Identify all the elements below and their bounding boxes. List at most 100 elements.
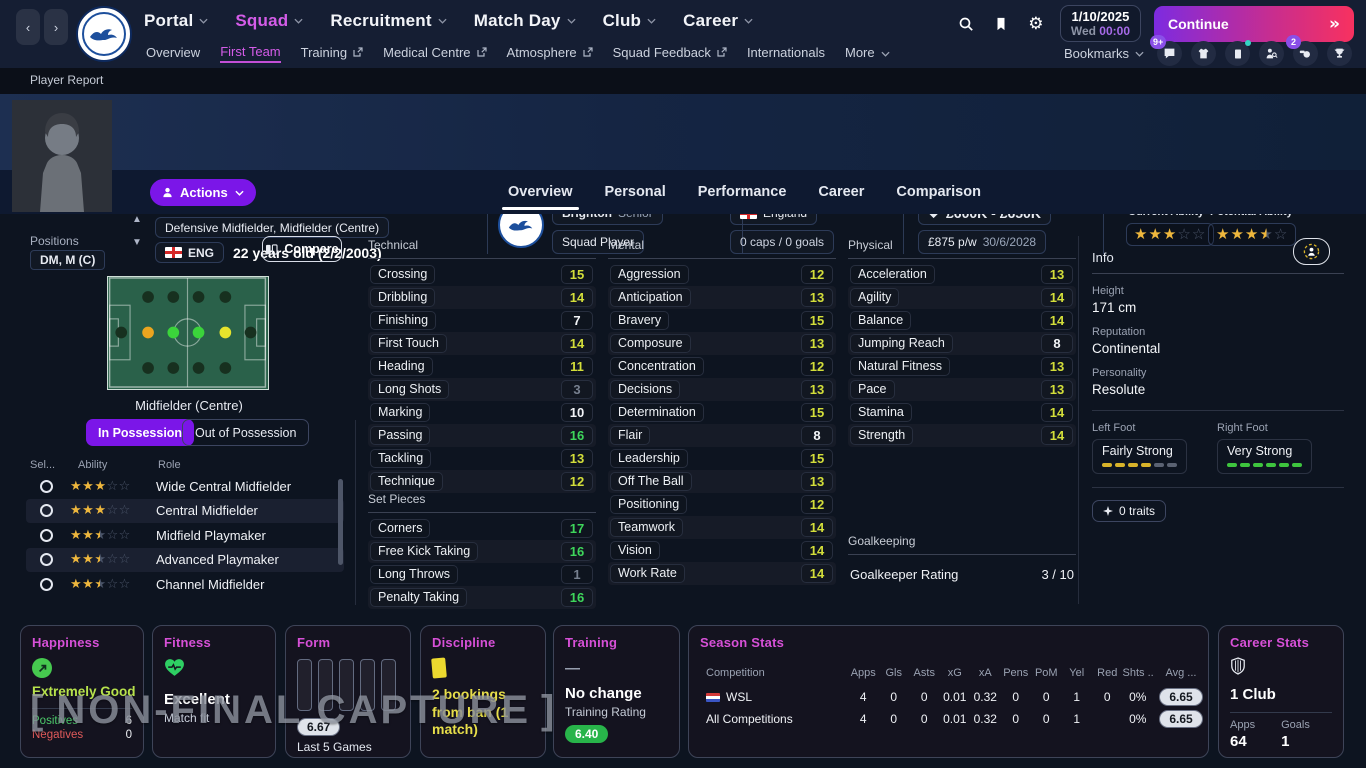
mental-title: Mental xyxy=(608,238,836,259)
fitness-card[interactable]: Fitness Excellent Match fit xyxy=(152,625,276,758)
attribute-name: Marking xyxy=(370,403,431,422)
subnav-item-atmosphere[interactable]: Atmosphere xyxy=(507,45,593,62)
subnav-item-overview[interactable]: Overview xyxy=(146,44,201,60)
season-table-header: Competition Apps Gls Asts xG xA Pens PoM Yel Red S… xyxy=(700,660,1197,686)
whistle-icon[interactable]: 2 xyxy=(1286,35,1318,66)
history-forward-button[interactable]: › xyxy=(44,9,68,45)
season-stats-card[interactable]: Season Stats Competition Apps Gls Asts xG xA P… xyxy=(688,625,1209,758)
discipline-card[interactable]: Discipline 2 bookings from ban (1 match) xyxy=(420,625,546,758)
tab-comparison[interactable]: Comparison xyxy=(896,184,981,200)
toggle-out-of-possession[interactable]: Out of Possession xyxy=(182,419,310,446)
nationality-chip: ENG xyxy=(155,242,225,263)
actions-button[interactable]: Actions xyxy=(150,179,256,206)
traits-button[interactable]: 0 traits xyxy=(1092,499,1167,522)
attribute-value: 12 xyxy=(801,265,833,284)
nav-item-recruitment[interactable]: Recruitment xyxy=(330,11,447,31)
tab-career[interactable]: Career xyxy=(818,184,865,200)
attribute-row: Work Rate 14 xyxy=(608,562,836,585)
nav-item-portal[interactable]: Portal xyxy=(144,11,208,31)
trophy-icon[interactable] xyxy=(1327,41,1352,66)
chevron-up-icon[interactable]: ▲ xyxy=(132,213,142,225)
training-card[interactable]: Training — No change Training Rating 6.4… xyxy=(553,625,680,758)
attribute-name: Crossing xyxy=(370,265,436,284)
toggle-in-possession[interactable]: In Possession xyxy=(86,419,195,446)
attribute-name: Agility xyxy=(850,288,900,307)
game-date[interactable]: 1/10/2025 Wed 00:00 xyxy=(1059,5,1141,42)
stat-value: 0 xyxy=(890,690,898,704)
role-row[interactable]: ★★★☆☆ Wide Central Midfielder xyxy=(26,474,344,499)
role-radio[interactable] xyxy=(40,528,53,542)
info-panel: Info Height 171 cm Reputation Continental … xyxy=(1092,238,1344,522)
attribute-value: 12 xyxy=(801,495,833,514)
form-card[interactable]: Form 6.67 Last 5 Games xyxy=(285,625,411,758)
happiness-card[interactable]: Happiness Extremely Good Positives 6 Nega… xyxy=(20,625,144,758)
attribute-name: Flair xyxy=(610,426,651,445)
season-col-competition: Competition xyxy=(706,667,765,679)
compare-button[interactable]: Compare xyxy=(262,236,342,262)
player-header: ▲ ▼ Maisie Symonds Defensive Midfielder,… xyxy=(0,94,1366,263)
tab-performance[interactable]: Performance xyxy=(697,184,787,200)
goalkeeper-rating-value: 3 / 10 xyxy=(1041,567,1074,582)
bookmark-icon[interactable] xyxy=(990,13,1012,35)
attribute-name: Technique xyxy=(370,472,443,491)
subnav-item-internationals[interactable]: Internationals xyxy=(746,44,825,60)
attribute-row: Composure 13 xyxy=(608,332,836,355)
attribute-name: Bravery xyxy=(610,311,670,330)
attribute-row: Long Shots 3 xyxy=(368,378,596,401)
shirt-icon[interactable] xyxy=(1191,41,1216,66)
role-row[interactable]: ★★★☆☆ Central Midfielder xyxy=(26,498,344,523)
subnav-item-training[interactable]: Training xyxy=(301,45,363,62)
attribute-value: 16 xyxy=(561,426,593,445)
search-icon[interactable] xyxy=(955,13,977,35)
attribute-value: 15 xyxy=(561,265,593,284)
attribute-row: Technique 12 xyxy=(368,470,596,493)
attribute-value: 14 xyxy=(801,518,833,537)
attribute-row: Jumping Reach 8 xyxy=(848,332,1076,355)
bookmarks-dropdown[interactable]: Bookmarks xyxy=(1064,46,1144,61)
role-radio[interactable] xyxy=(40,553,53,567)
continue-button[interactable]: Continue » xyxy=(1154,5,1354,42)
role-radio[interactable] xyxy=(40,479,53,493)
inbox-icon[interactable]: 9+ xyxy=(1150,35,1182,66)
scout-icon[interactable] xyxy=(1259,41,1284,66)
attribute-value: 17 xyxy=(561,519,593,538)
subnav-item-medical-centre[interactable]: Medical Centre xyxy=(383,45,487,62)
foot-strength-dash xyxy=(1167,463,1177,467)
nav-item-squad[interactable]: Squad xyxy=(235,11,303,31)
career-stats-card[interactable]: Career Stats 1 Club Apps 64 Goals 1 xyxy=(1218,625,1344,758)
role-row[interactable]: ★★★☆☆ Channel Midfielder xyxy=(26,572,344,597)
role-radio[interactable] xyxy=(40,504,53,518)
attribute-value: 14 xyxy=(1041,426,1073,445)
tab-personal[interactable]: Personal xyxy=(604,184,666,200)
role-row[interactable]: ★★★☆☆ Advanced Playmaker xyxy=(26,547,344,572)
subnav-item-squad-feedback[interactable]: Squad Feedback xyxy=(613,45,727,62)
squad-status-chip[interactable]: Squad Player xyxy=(552,230,645,254)
season-col-avg: Avg ... xyxy=(1165,667,1197,679)
yellow-card-icon xyxy=(431,657,447,679)
roles-scrollbar[interactable] xyxy=(338,479,343,565)
subnav-item-first-team[interactable]: First Team xyxy=(220,44,281,63)
attribute-name: Pace xyxy=(850,380,895,399)
divider xyxy=(1230,712,1332,713)
gear-icon[interactable]: ⚙ xyxy=(1028,13,1044,34)
role-row[interactable]: ★★★☆☆ Midfield Playmaker xyxy=(26,523,344,548)
tab-overview[interactable]: Overview xyxy=(502,170,578,214)
foot-strength-dash xyxy=(1141,463,1151,467)
role-radio[interactable] xyxy=(40,577,53,591)
role-name: Wide Central Midfielder xyxy=(156,478,292,494)
foot-strength-dash xyxy=(1128,463,1138,467)
card-icon[interactable] xyxy=(1225,40,1251,66)
attribute-row: Off The Ball 13 xyxy=(608,470,836,493)
subnav-item-more[interactable]: More xyxy=(845,45,890,62)
nav-item-club[interactable]: Club xyxy=(603,11,657,31)
nav-item-career[interactable]: Career xyxy=(683,11,753,31)
club-crest-icon[interactable] xyxy=(76,6,132,62)
nav-item-match-day[interactable]: Match Day xyxy=(474,11,576,31)
attribute-row: Balance 14 xyxy=(848,309,1076,332)
attribute-row: Penalty Taking 16 xyxy=(368,586,596,609)
chevron-down-icon[interactable]: ▼ xyxy=(132,236,142,248)
history-back-button[interactable]: ‹ xyxy=(16,9,40,45)
attribute-value: 12 xyxy=(561,472,593,491)
player-report-icon-button[interactable] xyxy=(1293,238,1330,265)
attribute-row: Tackling 13 xyxy=(368,447,596,470)
